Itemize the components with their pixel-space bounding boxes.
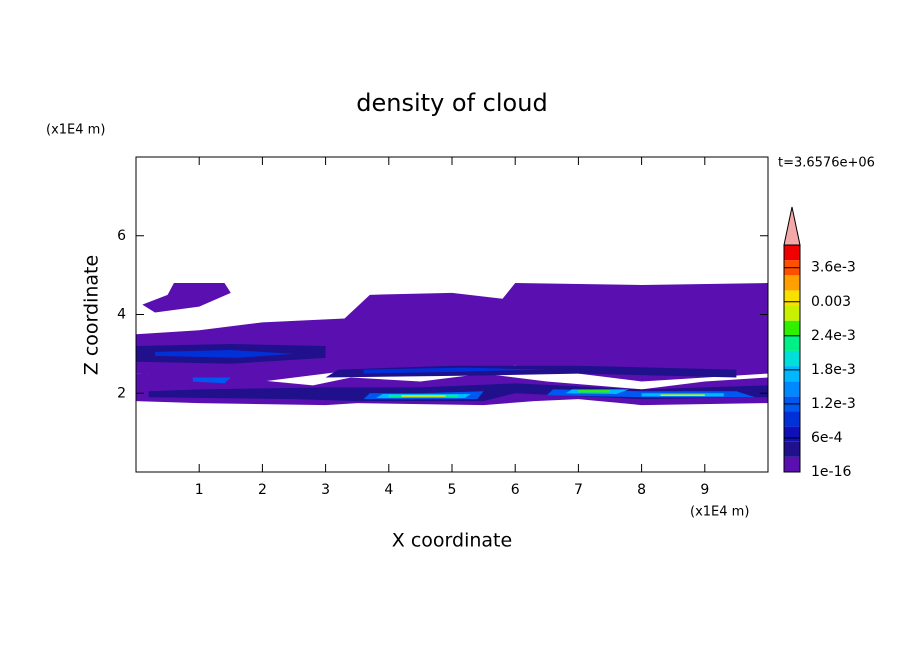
x-tick-label: 5 xyxy=(448,482,457,498)
contour-region xyxy=(660,394,705,397)
colorbar-band xyxy=(784,381,800,397)
contour-region xyxy=(142,283,231,313)
contour-region xyxy=(363,367,547,374)
x-tick-label: 3 xyxy=(321,482,330,498)
colorbar-tick-label: 1.8e-3 xyxy=(811,362,856,378)
x-tick-label: 8 xyxy=(637,482,646,498)
x-tick-label: 4 xyxy=(384,482,393,498)
y-tick-label: 4 xyxy=(117,307,126,323)
colorbar-tick-label: 1e-16 xyxy=(811,464,851,480)
colorbar-tick-label: 6e-4 xyxy=(811,430,843,446)
colorbar-band xyxy=(784,245,800,261)
colorbar-band xyxy=(784,426,800,442)
colorbar-band xyxy=(784,275,800,291)
colorbar-band xyxy=(784,441,800,457)
colorbar-band xyxy=(784,290,800,306)
contour-fields xyxy=(136,283,768,406)
contour-region xyxy=(154,349,294,358)
x-unit: (x1E4 m) xyxy=(690,505,749,520)
x-tick-label: 2 xyxy=(258,482,267,498)
contour-region xyxy=(578,390,610,393)
contour-region xyxy=(192,377,231,384)
x-axis-label: X coordinate xyxy=(392,530,512,552)
colorbar-tick-label: 3.6e-3 xyxy=(811,260,856,276)
x-tick-label: 7 xyxy=(574,482,583,498)
colorbar-band xyxy=(784,335,800,351)
x-tick-label: 9 xyxy=(700,482,709,498)
colorbar-tick-label: 2.4e-3 xyxy=(811,328,856,344)
colorbar-band xyxy=(784,305,800,321)
y-tick-label: 6 xyxy=(117,228,126,244)
time-annotation: t=3.6576e+06 xyxy=(778,156,875,171)
x-tick-label: 6 xyxy=(511,482,520,498)
colorbar-band xyxy=(784,350,800,367)
colorbar-band xyxy=(784,320,800,336)
colorbar-tick-label: 1.2e-3 xyxy=(811,396,856,412)
x-tick-label: 1 xyxy=(195,482,204,498)
y-axis-label: Z coordinate xyxy=(81,255,103,375)
y-unit: (x1E4 m) xyxy=(46,123,105,138)
y-tick-label: 2 xyxy=(117,385,126,401)
colorbar-tick-label: 0.003 xyxy=(811,294,851,310)
colorbar-band xyxy=(784,456,800,472)
contour-region xyxy=(401,395,446,397)
colorbar-band xyxy=(784,411,800,427)
colorbar-band xyxy=(784,366,800,382)
chart-title: density of cloud xyxy=(356,89,547,117)
colorbar-extend xyxy=(783,206,801,246)
